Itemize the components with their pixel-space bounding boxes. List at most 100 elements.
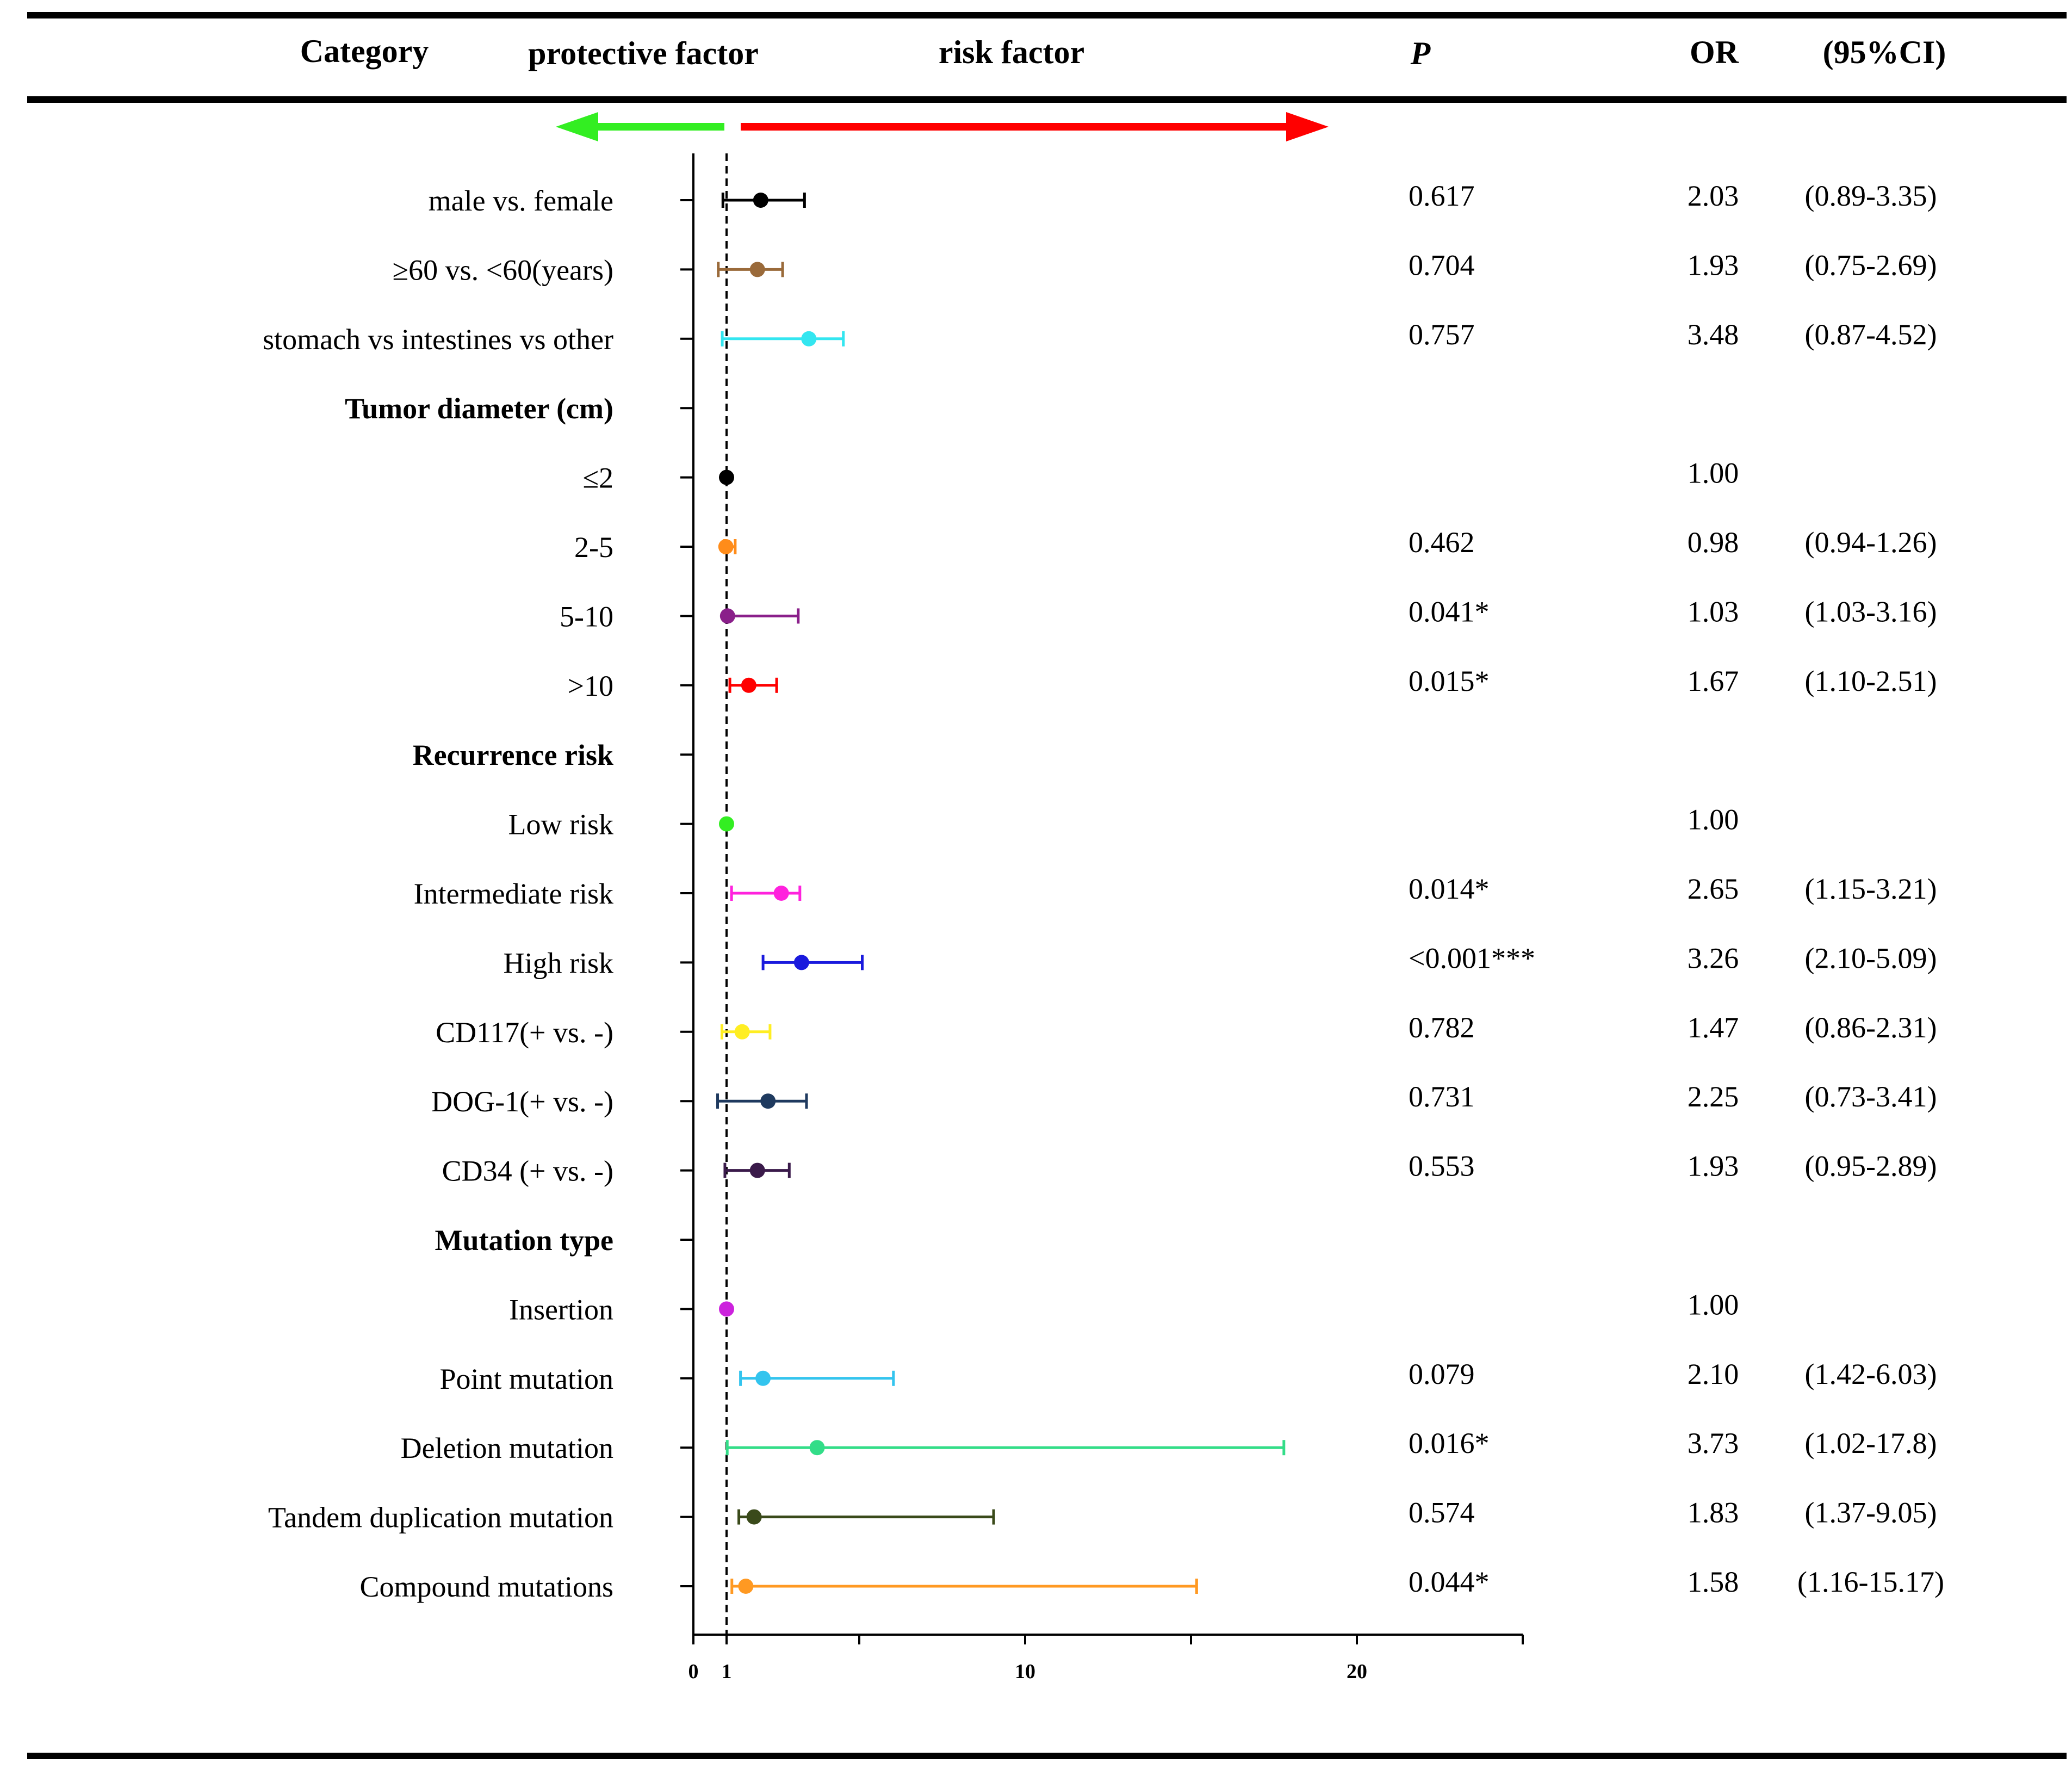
or-value: 1.00 [1688,457,1739,490]
or-value: 1.67 [1688,665,1739,697]
risk-arrow [741,112,1329,141]
forest-row: Insertion 1.00 [509,1288,1739,1326]
forest-row: stomach vs intestines vs other 0.757 3.48 (… [263,318,1937,356]
row-label: Mutation type [435,1224,613,1257]
or-value: 1.83 [1688,1496,1739,1529]
forest-row: male vs. female 0.617 2.03 (0.89-3.35) [429,180,1937,217]
or-value: 3.48 [1688,318,1739,351]
or-point [755,1370,771,1386]
or-point [719,469,734,485]
forest-row: Mutation type [435,1224,693,1257]
header-p: P [1410,35,1431,71]
or-value: 1.00 [1688,803,1739,836]
row-label: Tandem duplication mutation [268,1501,613,1534]
or-value: 1.03 [1688,595,1739,628]
or-point [746,1509,762,1525]
header-risk-factor: risk factor [939,34,1084,70]
forest-rows: male vs. female 0.617 2.03 (0.89-3.35) ≥60 v… [263,180,1944,1603]
row-label: CD117(+ vs. -) [436,1016,613,1049]
or-point [738,1579,754,1594]
ci-value: (1.02-17.8) [1805,1427,1937,1459]
or-value: 0.98 [1688,526,1739,559]
p-value: <0.001*** [1409,942,1535,974]
ci-value: (0.86-2.31) [1805,1011,1937,1044]
forest-row: CD34 (+ vs. -) 0.553 1.93 (0.95-2.89) [442,1150,1937,1187]
forest-row: ≤2 1.00 [582,457,1739,494]
row-label: ≥60 vs. <60(years) [392,253,613,286]
or-point [719,816,734,832]
forest-row: Low risk 1.00 [508,803,1739,841]
p-value: 0.731 [1409,1080,1475,1113]
p-value: 0.757 [1409,318,1475,351]
or-point [741,677,756,693]
row-label: CD34 (+ vs. -) [442,1155,613,1187]
ci-value: (0.87-4.52) [1805,318,1937,351]
or-point [773,886,789,901]
forest-row: ≥60 vs. <60(years) 0.704 1.93 (0.75-2.69) [392,249,1937,286]
forest-row: Tandem duplication mutation 0.574 1.83 (1.3… [268,1496,1937,1534]
or-value: 2.03 [1688,180,1739,212]
forest-row: High risk <0.001*** 3.26 (2.10-5.09) [504,942,1937,979]
p-value: 0.574 [1409,1496,1475,1529]
row-label: Compound mutations [359,1570,613,1603]
row-label: Tumor diameter (cm) [345,392,613,425]
ci-value: (1.10-2.51) [1805,665,1937,697]
row-label: stomach vs intestines vs other [263,323,613,356]
or-value: 1.47 [1688,1011,1739,1044]
or-value: 2.65 [1688,873,1739,905]
or-point [719,608,735,624]
x-tick-label: 0 [688,1660,699,1683]
forest-row: >10 0.015* 1.67 (1.10-2.51) [568,665,1937,702]
or-value: 1.00 [1688,1288,1739,1321]
row-label: Low risk [508,808,613,841]
p-value: 0.553 [1409,1150,1475,1183]
p-value: 0.462 [1409,526,1475,559]
protective-arrow [556,112,724,141]
header-category: Category [300,33,429,69]
or-value: 1.93 [1688,1150,1739,1183]
row-label: 2-5 [574,531,613,564]
or-point [760,1093,776,1109]
or-value: 3.26 [1688,942,1739,974]
or-point [719,1301,734,1317]
row-label: High risk [504,947,614,979]
or-point [801,331,817,347]
forest-row: 2-5 0.462 0.98 (0.94-1.26) [574,526,1937,564]
or-value: 2.10 [1688,1358,1739,1390]
or-point [809,1440,825,1456]
x-tick-label: 1 [722,1660,732,1683]
p-value: 0.015* [1409,665,1490,697]
p-value: 0.016* [1409,1427,1490,1459]
ci-value: (0.89-3.35) [1805,180,1937,212]
forest-row: DOG-1(+ vs. -) 0.731 2.25 (0.73-3.41) [431,1080,1937,1118]
ci-value: (1.37-9.05) [1805,1496,1937,1529]
row-label: Point mutation [439,1363,613,1395]
or-value: 1.93 [1688,249,1739,281]
or-point [734,1024,750,1040]
or-point [753,193,768,208]
header-protective-factor: protective factor [528,35,759,71]
p-value: 0.782 [1409,1011,1475,1044]
row-label: Intermediate risk [414,877,613,910]
row-label: Deletion mutation [401,1432,613,1464]
row-label: male vs. female [429,184,613,217]
or-value: 1.58 [1688,1566,1739,1598]
or-value: 2.25 [1688,1080,1739,1113]
ci-value: (1.15-3.21) [1805,873,1937,905]
forest-row: Compound mutations 0.044* 1.58 (1.16-15.17) [359,1566,1944,1603]
ci-value: (1.16-15.17) [1797,1566,1944,1598]
ci-value: (1.03-3.16) [1805,595,1937,628]
row-label: Recurrence risk [413,739,613,771]
header-ci: (95%CI) [1823,34,1946,70]
p-value: 0.079 [1409,1358,1475,1390]
p-value: 0.704 [1409,249,1475,281]
header-or: OR [1690,34,1739,70]
ci-value: (0.94-1.26) [1805,526,1937,559]
ci-value: (0.75-2.69) [1805,249,1937,281]
row-label: 5-10 [560,600,613,633]
forest-row: Point mutation 0.079 2.10 (1.42-6.03) [439,1358,1937,1395]
p-value: 0.044* [1409,1566,1490,1598]
row-label: >10 [568,670,613,702]
or-value: 3.73 [1688,1427,1739,1459]
